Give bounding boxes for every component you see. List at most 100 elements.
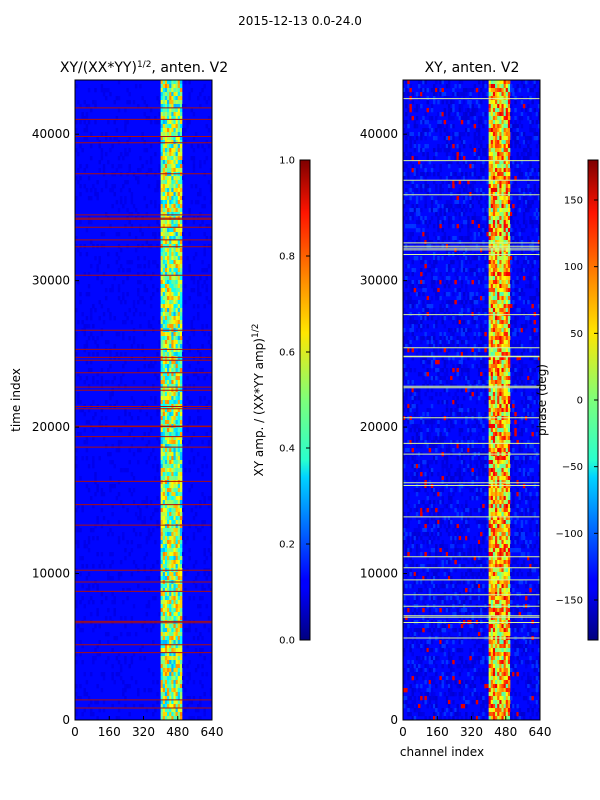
amplitude-heatmap-cell — [199, 352, 202, 357]
amplitude-heatmap-cell — [190, 156, 194, 161]
phase-heatmap-cell — [460, 328, 464, 333]
amplitude-heatmap-cell — [164, 240, 168, 245]
phase-heatmap-cell — [505, 152, 509, 157]
phase-heatmap-cell — [452, 172, 455, 177]
amplitude-heatmap-cell — [173, 264, 176, 269]
phase-heatmap-cell — [492, 300, 496, 305]
amplitude-heatmap-cell — [173, 380, 176, 385]
amplitude-heatmap-cell — [175, 620, 179, 625]
phase-heatmap-cell — [497, 264, 500, 269]
amplitude-heatmap-cell — [83, 128, 86, 133]
phase-heatmap-cell — [503, 144, 507, 149]
phase-chart-title: XY, anten. V2 — [425, 60, 520, 76]
amplitude-heatmap-cell — [147, 324, 151, 329]
phase-heatmap-cell — [407, 304, 410, 309]
phase-heatmap-cell — [409, 216, 412, 221]
phase-heatmap-cell — [497, 124, 500, 129]
amplitude-heatmap-cell — [164, 636, 168, 641]
amplitude-heatmap-cell — [124, 360, 127, 365]
amplitude-heatmap-cell — [175, 708, 179, 713]
amplitude-heatmap-cell — [188, 524, 191, 529]
amplitude-heatmap-cell — [167, 160, 170, 165]
amplitude-x-tick-label: 320 — [132, 725, 155, 739]
amplitude-heatmap-cell — [192, 168, 196, 173]
amplitude-heatmap-cell — [175, 644, 179, 649]
amplitude-heatmap-cell — [171, 528, 174, 533]
phase-heatmap-cell — [505, 80, 509, 85]
phase-heatmap-cell — [488, 124, 492, 129]
amplitude-heatmap-cell — [164, 700, 168, 705]
amplitude-heatmap-cell — [169, 544, 172, 549]
phase-heatmap-cell — [533, 196, 537, 201]
amplitude-colorbar: 0.00.20.40.60.81.0 XY amp. / (XX*YY amp)… — [251, 156, 311, 647]
amplitude-heatmap-cell — [164, 164, 168, 169]
phase-heatmap-cell — [420, 80, 423, 85]
phase-heatmap-cell — [450, 204, 453, 209]
amplitude-heatmap-cell — [145, 204, 149, 209]
phase-heatmap-cell — [413, 144, 417, 149]
amplitude-heatmap-cell — [75, 128, 78, 133]
amplitude-heatmap-cell — [119, 668, 123, 673]
phase-heatmap-cell — [424, 316, 427, 321]
phase-heatmap-cell — [458, 84, 462, 89]
amplitude-heatmap-cell — [75, 576, 78, 581]
phase-heatmap-cell — [403, 256, 406, 261]
phase-heatmap-cell — [488, 232, 492, 237]
amplitude-heatmap-cell — [152, 260, 155, 265]
amplitude-heatmap-cell — [167, 656, 170, 661]
phase-heatmap-cell — [471, 112, 474, 117]
phase-heatmap-cell — [435, 320, 438, 325]
amplitude-heatmap-cell — [167, 616, 170, 621]
amplitude-heatmap-cell — [158, 232, 161, 237]
amplitude-heatmap-cell — [164, 368, 168, 373]
amplitude-heatmap-cell — [173, 504, 176, 509]
amplitude-heatmap-cell — [171, 576, 174, 581]
amplitude-heatmap-cell — [96, 588, 99, 593]
amplitude-heatmap-cell — [147, 532, 151, 537]
phase-heatmap-cell — [411, 240, 414, 245]
phase-heatmap-cell — [501, 124, 504, 129]
phase-heatmap-cell — [450, 172, 453, 177]
amplitude-heatmap-cell — [160, 184, 164, 189]
amplitude-heatmap-cell — [164, 480, 168, 485]
amplitude-heatmap-cell — [177, 500, 181, 505]
amplitude-heatmap-cell — [119, 264, 123, 269]
amplitude-heatmap-cell — [179, 560, 183, 565]
phase-heatmap-cell — [490, 116, 494, 121]
phase-heatmap-cell — [525, 320, 528, 325]
phase-heatmap-cell — [531, 296, 534, 301]
phase-heatmap-cell — [486, 284, 489, 289]
amplitude-heatmap-cell — [169, 612, 172, 617]
phase-heatmap-cell — [501, 144, 504, 149]
amplitude-heatmap-cell — [182, 520, 185, 525]
phase-heatmap-cell — [522, 192, 526, 197]
phase-heatmap-cell — [501, 104, 504, 109]
phase-heatmap-cell — [477, 316, 481, 321]
amplitude-heatmap-cell — [167, 440, 170, 445]
amplitude-heatmap-cell — [209, 200, 213, 205]
phase-heatmap-cell — [492, 120, 496, 125]
amplitude-heatmap-cell — [171, 696, 174, 701]
amplitude-heatmap-cell — [104, 632, 108, 637]
phase-heatmap-cell — [512, 204, 515, 209]
phase-heatmap-cell — [499, 112, 502, 117]
amplitude-heatmap-cell — [171, 616, 174, 621]
amplitude-heatmap-cell — [173, 112, 176, 117]
amplitude-heatmap-cell — [199, 292, 202, 297]
amplitude-heatmap-cell — [171, 400, 174, 405]
amplitude-heatmap-cell — [164, 564, 168, 569]
phase-heatmap-cell — [441, 204, 444, 209]
phase-heatmap-cell — [497, 296, 500, 301]
phase-heatmap-cell — [518, 116, 522, 121]
amplitude-heatmap-cell — [173, 400, 176, 405]
amplitude-heatmap-cell — [194, 560, 198, 565]
amplitude-heatmap-cell — [162, 708, 166, 713]
amplitude-heatmap-cell — [179, 628, 183, 633]
phase-heatmap-cell — [454, 328, 457, 333]
phase-heatmap-cell — [409, 188, 412, 193]
amplitude-heatmap-cell — [199, 368, 202, 373]
phase-heatmap-cell — [413, 172, 417, 177]
phase-heatmap-cell — [497, 316, 500, 321]
phase-heatmap-cell — [503, 120, 507, 125]
amplitude-heatmap-cell — [167, 368, 170, 373]
